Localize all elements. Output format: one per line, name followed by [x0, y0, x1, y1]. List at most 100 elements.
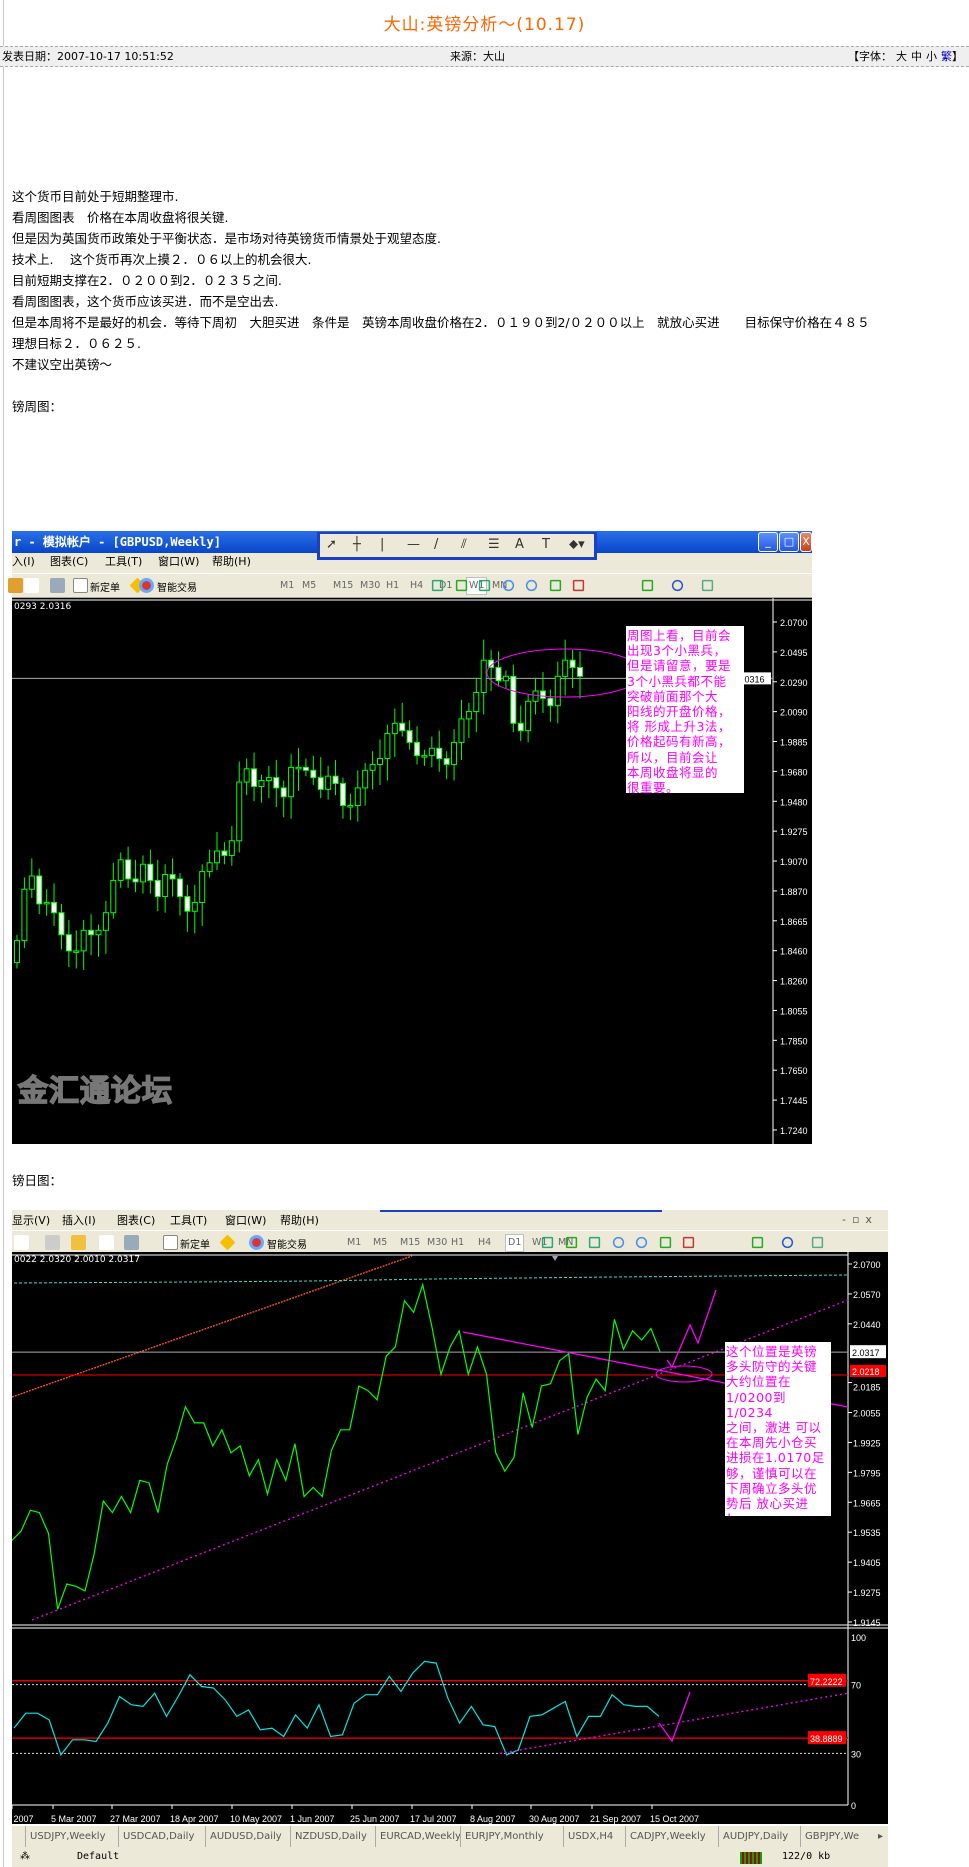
candle[interactable] — [495, 667, 502, 682]
menu-item[interactable]: 显示(V) — [12, 1214, 51, 1227]
candle[interactable] — [21, 888, 28, 942]
menu-item[interactable]: 工具(T) — [105, 555, 143, 568]
chart-tab[interactable]: USDJPY,Weekly — [25, 1826, 106, 1848]
candle[interactable] — [176, 878, 183, 898]
candle[interactable] — [43, 901, 50, 905]
menu-item[interactable]: 窗口(W) — [225, 1214, 267, 1227]
candle[interactable] — [73, 950, 80, 953]
auto-scroll-icon[interactable] — [659, 1236, 671, 1249]
crosshair-icon[interactable] — [45, 1235, 60, 1250]
navigator-icon[interactable] — [50, 578, 65, 593]
candle[interactable] — [354, 787, 361, 807]
chart-tab[interactable]: USDX,H4 — [563, 1826, 613, 1848]
daily-line-chart[interactable]: 2.0700 2.0570 2.0440 2.0185 2.0055 1.9925 1.97… — [12, 1252, 888, 1824]
trendline-tool-icon[interactable]: / — [434, 537, 439, 552]
chart-tab[interactable]: EURJPY,Monthly — [460, 1826, 544, 1848]
candle[interactable] — [465, 711, 472, 720]
new-order-button[interactable]: 新定单 — [90, 583, 120, 594]
market-watch-icon[interactable] — [24, 578, 39, 593]
font-large-link[interactable]: 大 — [896, 50, 907, 63]
line-chart-icon[interactable] — [478, 579, 491, 592]
market-watch-icon[interactable] — [99, 1235, 114, 1250]
candle[interactable] — [399, 722, 406, 732]
candle[interactable] — [199, 871, 206, 903]
candle[interactable] — [310, 769, 317, 779]
zoom-out-icon[interactable] — [525, 579, 538, 592]
candle[interactable] — [110, 879, 117, 914]
expert-advisor-button[interactable]: 智能交易 — [267, 1240, 307, 1251]
menu-item[interactable]: 工具(T) — [170, 1214, 208, 1227]
zoom-out-icon[interactable] — [635, 1236, 648, 1249]
navigator-icon[interactable] — [124, 1235, 139, 1250]
candle[interactable] — [117, 859, 124, 881]
candle[interactable] — [95, 929, 102, 936]
timeframe-w1-button[interactable]: W1 — [532, 1237, 548, 1248]
font-medium-link[interactable]: 中 — [911, 50, 922, 63]
candle[interactable] — [288, 766, 295, 798]
candle[interactable] — [525, 700, 532, 732]
vertical-line-tool-icon[interactable]: | — [380, 537, 385, 552]
open-folder-icon[interactable] — [71, 1235, 86, 1250]
candle[interactable] — [488, 659, 495, 669]
expert-advisor-icon[interactable] — [139, 578, 154, 593]
new-chart-icon[interactable] — [14, 1235, 29, 1250]
candle[interactable] — [376, 758, 383, 765]
candle[interactable] — [162, 874, 169, 898]
chart-tab[interactable]: USDCAD,Daily — [118, 1826, 194, 1848]
candle[interactable] — [221, 850, 228, 856]
channel-tool-icon[interactable]: ⫽ — [461, 537, 467, 552]
candle[interactable] — [191, 901, 198, 912]
candle[interactable] — [391, 722, 398, 735]
menu-item[interactable]: 图表(C) — [117, 1214, 156, 1227]
menu-item[interactable]: 入(I) — [12, 555, 35, 568]
templates-icon[interactable] — [701, 579, 714, 592]
candle[interactable] — [228, 840, 235, 856]
candle[interactable] — [36, 875, 43, 905]
candle[interactable] — [539, 690, 546, 699]
candle[interactable] — [325, 775, 332, 790]
candle[interactable] — [317, 777, 324, 790]
candle[interactable] — [236, 781, 243, 842]
menu-item[interactable]: 帮助(H) — [212, 555, 251, 568]
candle[interactable] — [428, 747, 435, 757]
candle[interactable] — [147, 863, 154, 881]
candle[interactable] — [480, 659, 487, 693]
timeframe-m30-button[interactable]: M30 — [360, 580, 381, 591]
candle[interactable] — [184, 896, 191, 912]
chart-tab[interactable]: CADJPY,Weekly — [625, 1826, 706, 1848]
candle[interactable] — [451, 741, 458, 765]
timeframe-d1-button[interactable]: D1 — [505, 1234, 525, 1252]
expert-advisor-button[interactable]: 智能交易 — [157, 583, 197, 594]
traditional-chinese-link[interactable]: 繁 — [941, 50, 952, 63]
menu-item[interactable]: 窗口(W) — [158, 555, 200, 568]
candle[interactable] — [554, 675, 561, 707]
candle[interactable] — [273, 777, 280, 789]
candle[interactable] — [443, 758, 450, 765]
candle[interactable] — [458, 718, 465, 743]
timeframe-m30-button[interactable]: M30 — [427, 1237, 448, 1248]
auto-scroll-icon[interactable] — [549, 579, 561, 592]
periods-icon[interactable] — [671, 579, 684, 592]
maximize-button[interactable]: □ — [779, 532, 799, 552]
candle[interactable] — [332, 775, 339, 785]
candle[interactable] — [502, 675, 509, 682]
candle[interactable] — [214, 850, 221, 864]
cursor-tool-icon[interactable]: ➚ — [326, 537, 337, 552]
indicators-icon[interactable] — [641, 579, 654, 592]
candle[interactable] — [80, 929, 87, 952]
timeframe-m1-button[interactable]: M1 — [280, 580, 295, 591]
candle[interactable] — [362, 769, 369, 789]
candle[interactable] — [14, 940, 20, 964]
candle[interactable] — [369, 763, 376, 771]
candle[interactable] — [88, 929, 95, 936]
new-order-icon[interactable] — [163, 1235, 178, 1250]
arrows-tool-icon[interactable]: ⬥▾ — [569, 537, 585, 552]
candle[interactable] — [295, 766, 302, 770]
menu-item[interactable]: 图表(C) — [50, 555, 89, 568]
horizontal-line-tool-icon[interactable]: — — [407, 537, 420, 552]
mdi-window-controls[interactable]: -▫x — [842, 1213, 878, 1226]
candle[interactable] — [139, 863, 146, 883]
candle[interactable] — [258, 780, 265, 787]
candle[interactable] — [51, 901, 58, 914]
candle[interactable] — [436, 747, 443, 760]
